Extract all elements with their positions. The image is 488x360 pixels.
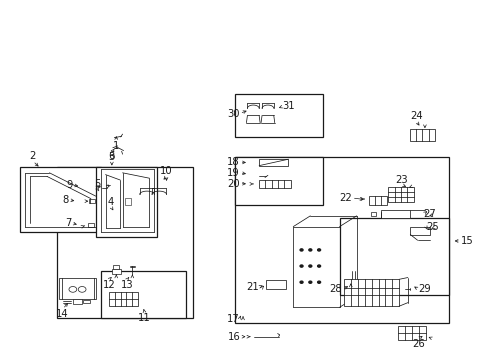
Text: 11: 11 bbox=[138, 313, 151, 323]
Text: 28: 28 bbox=[329, 284, 341, 294]
Bar bbox=[339, 218, 448, 295]
Text: 20: 20 bbox=[226, 179, 239, 189]
Text: 5: 5 bbox=[94, 179, 100, 189]
Text: 1: 1 bbox=[113, 141, 119, 151]
Text: 6: 6 bbox=[108, 151, 115, 161]
Bar bbox=[370, 212, 375, 216]
Bar bbox=[101, 271, 185, 318]
Text: 22: 22 bbox=[338, 193, 351, 203]
Text: 26: 26 bbox=[411, 339, 424, 349]
Bar bbox=[409, 129, 434, 140]
Bar bbox=[234, 157, 448, 323]
Text: 25: 25 bbox=[425, 222, 438, 231]
Bar bbox=[59, 278, 96, 299]
Text: 19: 19 bbox=[226, 168, 239, 178]
Text: 2: 2 bbox=[30, 151, 36, 161]
Text: 27: 27 bbox=[423, 209, 435, 219]
Text: 31: 31 bbox=[282, 102, 295, 112]
Text: 21: 21 bbox=[246, 282, 259, 292]
Bar bbox=[234, 157, 322, 205]
Text: 18: 18 bbox=[226, 157, 239, 167]
Bar bbox=[397, 326, 426, 339]
Text: 3: 3 bbox=[108, 152, 115, 162]
Bar bbox=[344, 279, 398, 306]
Circle shape bbox=[300, 249, 303, 251]
Circle shape bbox=[300, 265, 303, 267]
Text: 15: 15 bbox=[460, 236, 473, 246]
Bar bbox=[368, 196, 386, 205]
Bar bbox=[112, 269, 121, 274]
Bar bbox=[73, 299, 81, 304]
Text: 13: 13 bbox=[121, 280, 133, 290]
Bar bbox=[266, 280, 285, 289]
Bar bbox=[234, 94, 322, 137]
Bar bbox=[89, 199, 95, 203]
Text: 30: 30 bbox=[226, 109, 239, 119]
Bar bbox=[380, 211, 409, 218]
Text: 4: 4 bbox=[107, 197, 114, 207]
Text: 23: 23 bbox=[394, 175, 407, 185]
Bar bbox=[387, 187, 413, 202]
Circle shape bbox=[308, 265, 311, 267]
Bar bbox=[96, 167, 157, 237]
Circle shape bbox=[317, 265, 320, 267]
Circle shape bbox=[317, 281, 320, 283]
Circle shape bbox=[300, 281, 303, 283]
Text: 17: 17 bbox=[226, 314, 239, 324]
Bar bbox=[125, 198, 131, 205]
Bar bbox=[88, 223, 94, 226]
Text: 9: 9 bbox=[66, 180, 73, 190]
Text: 29: 29 bbox=[418, 284, 430, 294]
Text: 16: 16 bbox=[228, 332, 241, 342]
Text: 24: 24 bbox=[409, 111, 422, 121]
Circle shape bbox=[308, 249, 311, 251]
Bar bbox=[109, 292, 138, 306]
Bar bbox=[82, 300, 90, 303]
Text: 7: 7 bbox=[65, 218, 71, 228]
Bar bbox=[57, 167, 193, 318]
Text: 12: 12 bbox=[102, 280, 115, 290]
Text: 10: 10 bbox=[160, 166, 172, 176]
Bar bbox=[259, 180, 290, 188]
Circle shape bbox=[308, 281, 311, 283]
Text: 8: 8 bbox=[62, 195, 69, 205]
Bar bbox=[409, 226, 429, 234]
Bar bbox=[113, 265, 119, 269]
Bar bbox=[20, 167, 101, 232]
Text: 14: 14 bbox=[56, 309, 69, 319]
Bar bbox=[259, 159, 288, 166]
Circle shape bbox=[317, 249, 320, 251]
